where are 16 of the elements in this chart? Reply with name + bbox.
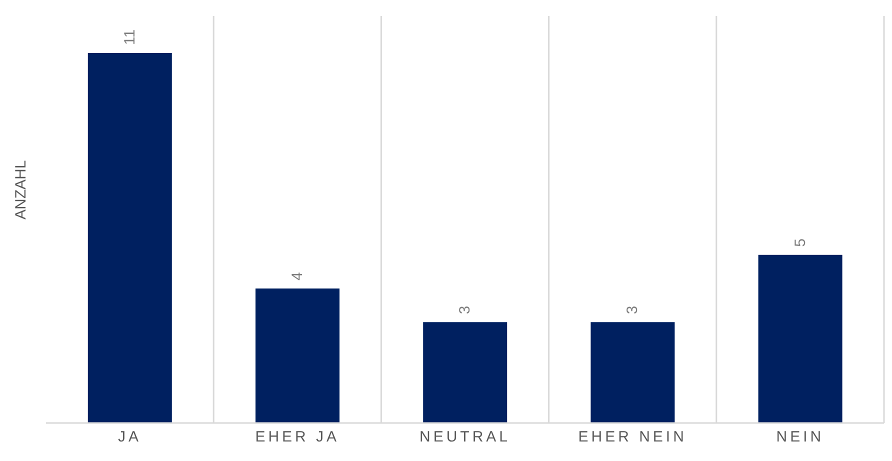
data-label: 11 xyxy=(121,29,138,45)
bar xyxy=(590,322,675,423)
x-tick-label: EHER NEIN xyxy=(578,428,687,446)
data-label: 5 xyxy=(792,238,809,247)
bar xyxy=(758,254,842,423)
y-axis-title: ANZAHL xyxy=(12,160,30,220)
bar xyxy=(256,288,340,423)
x-tick-label: NEIN xyxy=(776,428,824,446)
x-tick-label: NEUTRAL xyxy=(419,428,511,446)
data-label: 3 xyxy=(624,306,642,314)
x-tick-label: EHER JA xyxy=(255,428,340,446)
x-tick-label: JA xyxy=(118,428,142,446)
bar xyxy=(423,322,508,423)
data-label: 3 xyxy=(456,306,474,314)
bar xyxy=(88,53,172,423)
data-label: 4 xyxy=(289,272,306,280)
